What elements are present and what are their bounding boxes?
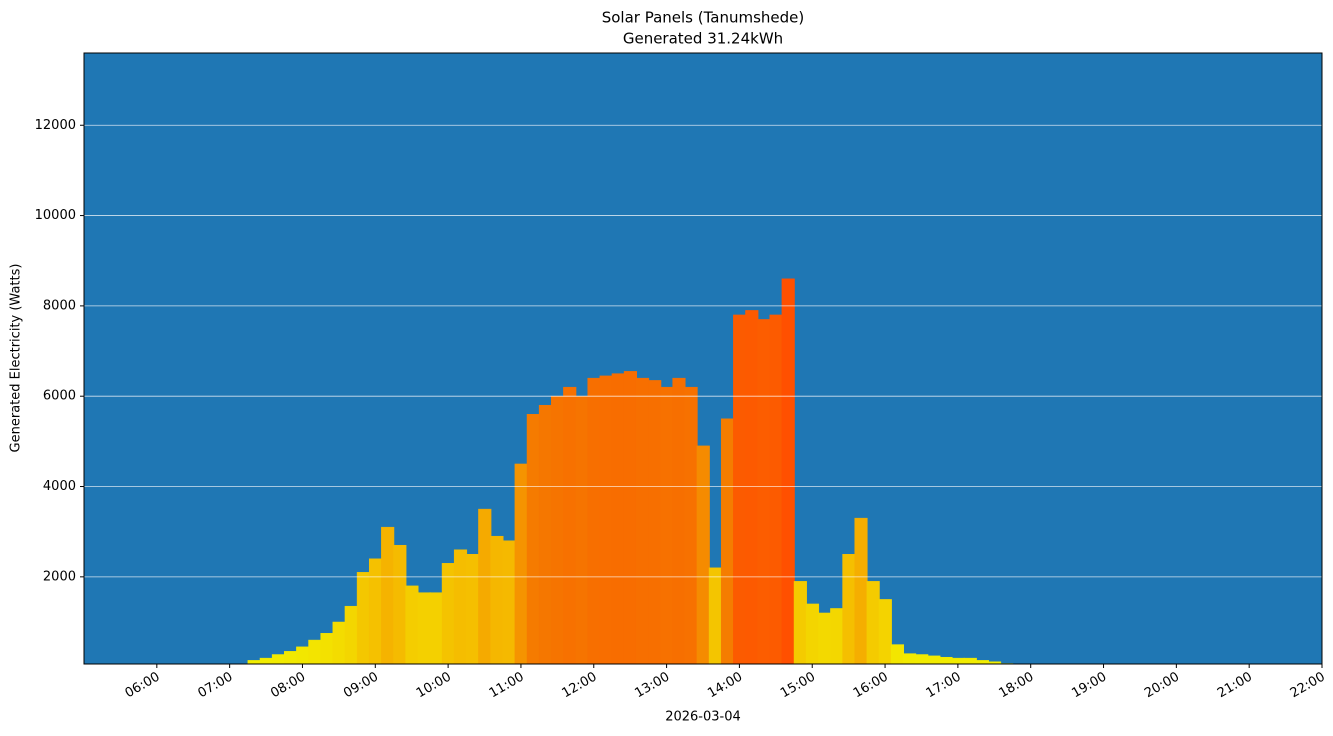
bar [733,314,747,665]
bar [271,654,286,665]
y-tick-label: 6000 [43,389,76,404]
bar [866,581,880,665]
x-tick-label: 06:00 [123,670,163,702]
bar [696,445,710,665]
bar [623,371,637,665]
bar [672,377,686,665]
x-tick-label: 17:00 [924,670,964,702]
bar [927,655,941,665]
bar [878,599,892,665]
bar [296,646,310,665]
bar [854,517,868,665]
bar [381,526,395,665]
bar [320,633,334,665]
bar [368,558,383,665]
x-tick-label: 09:00 [341,670,381,702]
x-tick-label: 10:00 [414,670,454,702]
bar [781,278,795,665]
bar [769,314,783,665]
bar [453,549,468,665]
y-axis-label: Generated Electricity (Watts) [9,264,24,453]
x-axis-label: 2026-03-04 [665,710,741,725]
bar [915,654,929,665]
x-tick-label: 12:00 [560,670,600,702]
bar [284,651,298,665]
bar [793,581,807,665]
x-tick-label: 13:00 [632,670,672,702]
bar [332,621,346,665]
bar [951,657,965,665]
bar [818,612,832,665]
bar [830,608,844,665]
bar [417,592,431,665]
x-tick-label: 16:00 [851,670,891,702]
bar [356,572,370,665]
bar [393,544,407,665]
bar [575,395,589,665]
bar [429,592,443,665]
bar [599,375,613,665]
bar [563,386,577,665]
bar [890,644,905,665]
y-tick-label: 2000 [43,569,76,584]
x-tick-label: 22:00 [1288,670,1328,702]
x-tick-label: 15:00 [778,670,818,702]
bar [684,386,698,665]
bar [975,660,989,665]
bar [963,657,977,665]
bar [635,377,650,665]
bar [551,395,565,665]
bar [648,380,662,665]
bar [720,418,735,665]
x-tick-label: 11:00 [487,670,527,702]
x-tick-label: 07:00 [195,670,235,702]
y-tick-label: 12000 [35,118,76,133]
x-tick-label: 21:00 [1215,670,1255,702]
y-tick-label: 4000 [43,479,76,494]
bar [441,563,455,665]
bar [526,414,540,665]
bar [344,605,358,665]
bar [308,639,322,665]
y-tick-label: 10000 [35,208,76,223]
bar [660,386,674,665]
y-tick-label: 8000 [43,298,76,313]
bar [842,554,856,665]
bar [247,660,261,665]
chart-subtitle: Generated 31.24kWh [623,30,783,48]
bar [490,535,504,665]
bar [757,319,771,665]
bar [903,653,917,665]
bar [405,585,419,665]
bar [708,567,722,665]
bar [805,603,820,665]
bar [466,554,480,665]
bar [538,404,553,665]
bar [478,508,492,665]
bar [502,540,516,665]
x-tick-label: 20:00 [1142,670,1182,702]
x-tick-label: 14:00 [705,670,745,702]
x-tick-label: 19:00 [1069,670,1109,702]
bar [514,463,528,665]
bar [587,377,601,665]
bar [745,310,759,665]
bar [939,656,953,665]
chart-title: Solar Panels (Tanumshede) [602,9,805,27]
bar [259,657,273,665]
plot-frame [83,52,1323,665]
x-tick-label: 18:00 [997,670,1037,702]
x-tick-label: 08:00 [268,670,308,702]
bar [611,373,625,665]
